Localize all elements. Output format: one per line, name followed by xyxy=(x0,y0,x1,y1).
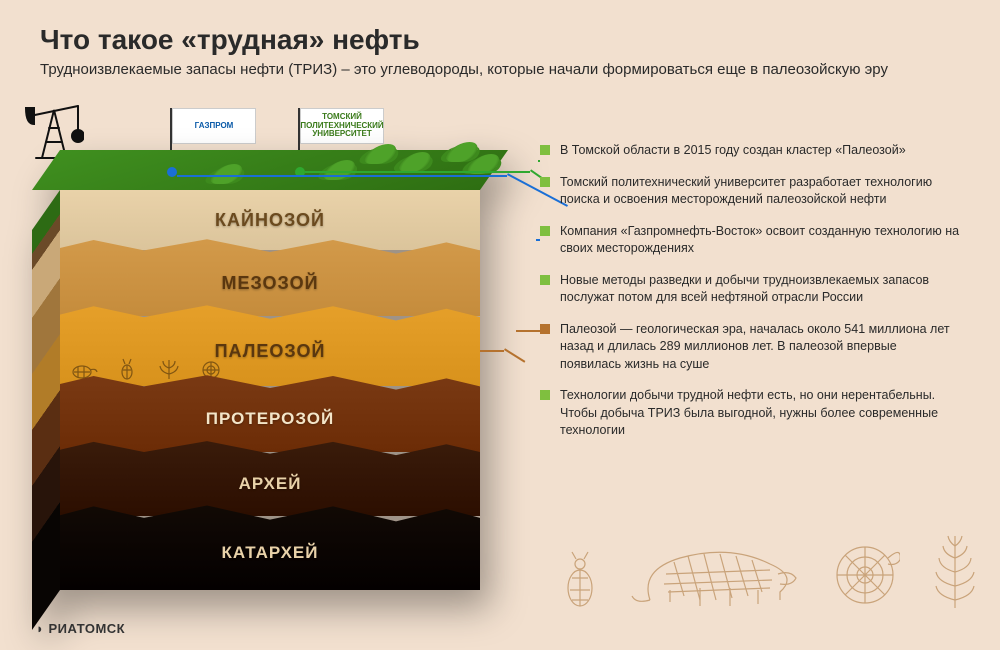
bullet-text: Компания «Газпромнефть-Восток» освоит со… xyxy=(560,223,960,258)
bullet-text: Новые методы разведки и добычи трудноизв… xyxy=(560,272,960,307)
bullet-marker xyxy=(540,145,550,155)
bullet-item: Компания «Газпромнефть-Восток» освоит со… xyxy=(540,223,960,258)
bullet-item: В Томской области в 2015 году создан кла… xyxy=(540,142,960,160)
layer-label: ПАЛЕОЗОЙ xyxy=(215,341,326,362)
bullet-item: Томский политехнический университет разр… xyxy=(540,174,960,209)
source-label: РИАТОМСК xyxy=(48,621,125,636)
layer-label: КАТАРХЕЙ xyxy=(222,543,319,563)
surface-decor xyxy=(32,140,515,190)
armadillo-icon xyxy=(630,530,800,610)
footer-fossils xyxy=(560,530,980,610)
geology-block: КАЙНОЗОЙ МЕЗОЗОЙ ПАЛЕОЗОЙ ПРОТЕРОЗОЙ АРХЕЙ КА… xyxy=(60,150,480,590)
flag-tpu-label: ТОМСКИЙ ПОЛИТЕХНИЧЕСКИЙ УНИВЕРСИТЕТ xyxy=(300,108,384,144)
bullet-marker xyxy=(540,226,550,236)
beetle-icon xyxy=(560,550,600,610)
layer-label: АРХЕЙ xyxy=(239,474,302,494)
page-title: Что такое «трудная» нефть xyxy=(40,24,420,56)
bullet-marker xyxy=(540,275,550,285)
page-subtitle: Трудноизвлекаемые запасы нефти (ТРИЗ) – … xyxy=(40,60,940,80)
dot-gazprom xyxy=(167,167,177,177)
block-side xyxy=(32,190,60,630)
bullet-item: Палеозой — геологическая эра, началась о… xyxy=(540,321,960,374)
source-logo: ◗ РИАТОМСК xyxy=(36,621,125,636)
bullet-list: В Томской области в 2015 году создан кла… xyxy=(540,142,960,454)
layer-кайнозой: КАЙНОЗОЙ xyxy=(60,190,480,250)
layer-label: ПРОТЕРОЗОЙ xyxy=(206,409,335,429)
ammonite-icon xyxy=(830,540,900,610)
bullet-marker xyxy=(540,177,550,187)
bullet-item: Новые методы разведки и добычи трудноизв… xyxy=(540,272,960,307)
layer-label: КАЙНОЗОЙ xyxy=(215,210,325,231)
bullet-item: Технологии добычи трудной нефти есть, но… xyxy=(540,387,960,440)
flag-gazprom-label: ГАЗПРОМ xyxy=(172,108,256,144)
bullet-text: Технологии добычи трудной нефти есть, но… xyxy=(560,387,960,440)
bullet-text: Томский политехнический университет разр… xyxy=(560,174,960,209)
bullet-marker xyxy=(540,390,550,400)
bullet-text: Палеозой — геологическая эра, началась о… xyxy=(560,321,960,374)
block-front: КАЙНОЗОЙ МЕЗОЗОЙ ПАЛЕОЗОЙ ПРОТЕРОЗОЙ АРХЕЙ КА… xyxy=(60,190,480,590)
bullet-marker xyxy=(540,324,550,334)
layer-label: МЕЗОЗОЙ xyxy=(221,273,318,294)
bullet-text: В Томской области в 2015 году создан кла… xyxy=(560,142,906,160)
fern-icon xyxy=(930,530,980,610)
